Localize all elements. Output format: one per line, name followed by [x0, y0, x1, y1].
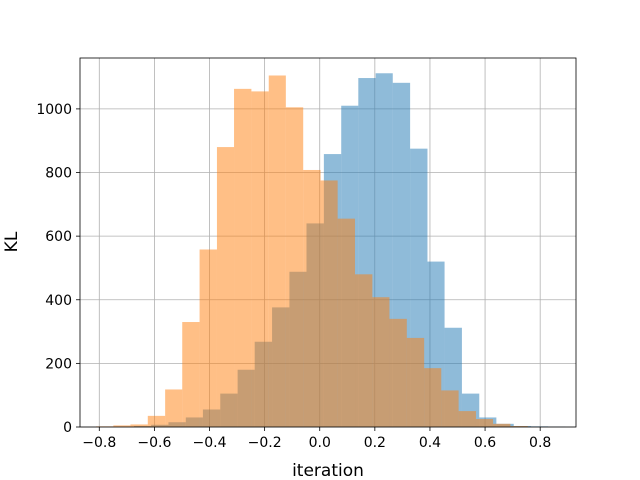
y-tick-label: 800	[45, 166, 72, 182]
histogram-bar-series-2	[389, 318, 407, 427]
y-axis-label: KL	[2, 231, 22, 252]
x-tick-label: 0.4	[419, 435, 441, 451]
histogram-bar-series-2	[406, 337, 425, 427]
histogram-bar-series-2	[355, 274, 373, 427]
y-tick-label: 400	[45, 293, 72, 309]
histogram-bar-series-2	[182, 322, 200, 427]
histogram-bar-series-2	[441, 390, 459, 427]
x-tick-label: 0.2	[364, 435, 386, 451]
histogram-bar-series-2	[165, 389, 183, 427]
histogram-bar-series-2	[337, 218, 356, 427]
histogram-bar-series-2	[458, 411, 476, 427]
x-tick-label: 0.6	[474, 435, 496, 451]
histogram-bar-series-2	[285, 107, 304, 428]
y-tick-label: 200	[45, 356, 72, 372]
x-tick-label: 0.8	[529, 435, 551, 451]
axis-ticks: −0.8 −0.6 −0.4 −0.2 0.0 0.2 0.4 0.6 0.8 0 200 400 60…	[36, 102, 551, 451]
histogram-bar-series-2	[130, 424, 148, 427]
histogram-bar-series-2	[372, 297, 390, 427]
histogram-bar-series-2	[147, 415, 166, 427]
histogram-bar-series-2	[268, 75, 286, 427]
histogram-bars	[95, 73, 566, 428]
x-tick-label: −0.4	[193, 435, 227, 451]
y-tick-label: 1000	[36, 102, 72, 118]
histogram-bar-series-2	[303, 169, 321, 427]
histogram-bar-series-2	[320, 180, 338, 427]
x-tick-label: −0.6	[137, 435, 171, 451]
histogram-bar-series-2	[510, 426, 528, 427]
y-tick-label: 600	[45, 229, 72, 245]
histogram-bar-series-2	[251, 91, 269, 427]
histogram-bar-series-2	[424, 368, 442, 427]
histogram-bar-series-2	[113, 425, 131, 427]
histogram-bar-series-2	[199, 249, 217, 427]
histogram-bar-series-2	[475, 419, 494, 427]
histogram-bar-series-2	[234, 88, 252, 428]
x-tick-label: −0.2	[248, 435, 282, 451]
x-tick-label: 0.0	[309, 435, 331, 451]
y-tick-label: 0	[63, 420, 72, 436]
histogram-bar-series-2	[493, 423, 511, 427]
x-tick-label: −0.8	[82, 435, 116, 451]
x-axis-label: iteration	[292, 461, 364, 480]
histogram-bar-series-2	[216, 147, 235, 427]
plot-frame	[79, 57, 577, 428]
